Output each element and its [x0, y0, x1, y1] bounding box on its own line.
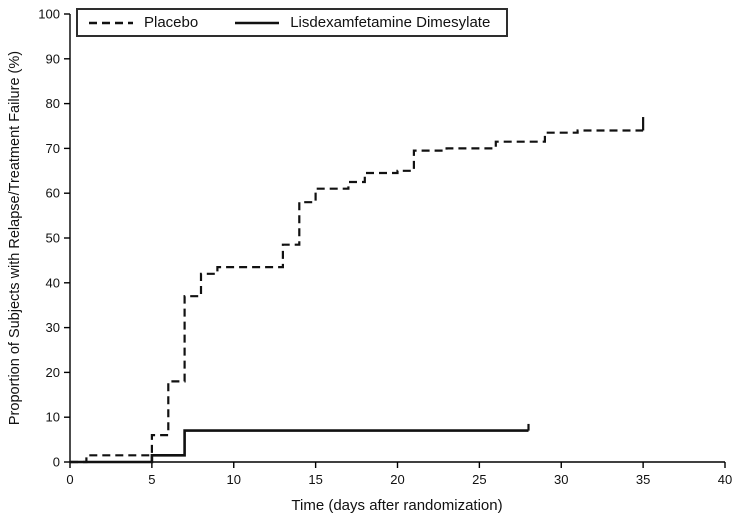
y-tick-label: 30 [46, 320, 60, 335]
y-tick-label: 90 [46, 51, 60, 66]
legend-item-placebo: Placebo [88, 14, 198, 31]
y-tick-label: 70 [46, 141, 60, 156]
series-line-lisdexamfetamine-dimesylate [70, 429, 529, 464]
x-tick-label: 15 [308, 472, 322, 487]
legend-label-lisdexamfetamine: Lisdexamfetamine Dimesylate [290, 14, 491, 31]
x-tick-label: 40 [718, 472, 732, 487]
x-tick-label: 0 [66, 472, 73, 487]
y-tick-label: 100 [38, 7, 60, 22]
x-tick-label: 20 [390, 472, 404, 487]
y-tick-label: 60 [46, 186, 60, 201]
solid-line-sample-icon [235, 21, 280, 24]
y-tick-label: 80 [46, 96, 60, 111]
x-tick-label: 25 [472, 472, 486, 487]
y-tick-label: 0 [53, 455, 60, 470]
y-tick-label: 40 [46, 275, 60, 290]
dashed-line-sample-icon [89, 21, 133, 24]
legend-item-lisdexamfetamine: Lisdexamfetamine Dimesylate [234, 14, 490, 31]
y-axis-title: Proportion of Subjects with Relapse/Trea… [7, 51, 23, 425]
x-tick-label: 5 [148, 472, 155, 487]
axes: 0 10 20 30 40 50 60 70 80 90 100 0 5 10 15 20 25 30 35 40 [38, 7, 732, 488]
x-tick-label: 10 [227, 472, 241, 487]
y-tick-label: 50 [46, 231, 60, 246]
series-line-placebo [70, 129, 644, 464]
legend: Placebo Lisdexamfetamine Dimesylate [76, 8, 509, 37]
series-lines [70, 117, 645, 464]
y-tick-label: 20 [46, 365, 60, 380]
legend-label-placebo: Placebo [144, 14, 199, 31]
x-tick-label: 35 [636, 472, 650, 487]
x-tick-label: 30 [554, 472, 568, 487]
x-axis-title: Time (days after randomization) [291, 497, 502, 514]
y-tick-label: 10 [46, 410, 60, 425]
